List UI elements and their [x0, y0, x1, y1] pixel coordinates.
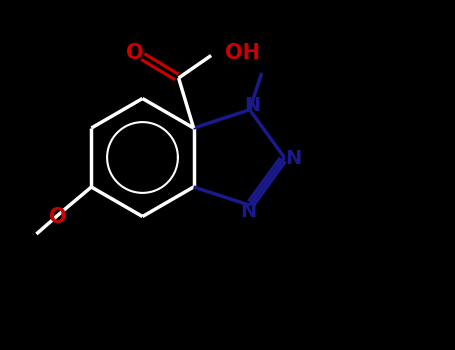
Text: OH: OH	[225, 43, 260, 63]
Text: O: O	[126, 43, 144, 63]
Text: O: O	[49, 207, 67, 227]
Text: N: N	[244, 96, 260, 115]
Text: N: N	[285, 149, 302, 168]
Text: N: N	[241, 202, 257, 221]
